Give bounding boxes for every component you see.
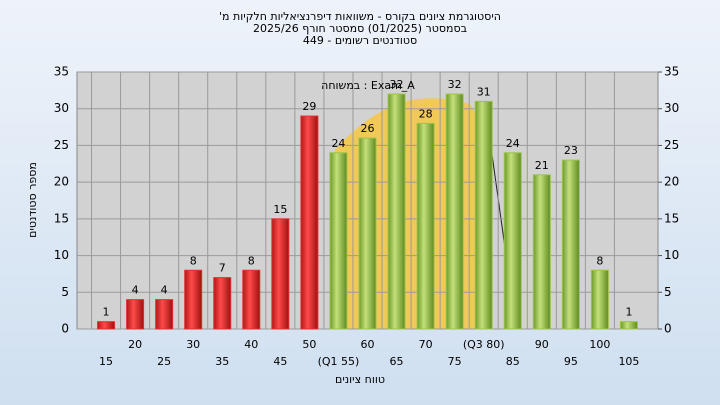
y2-tick-label: 30: [664, 101, 679, 115]
y-tick-label: 25: [54, 138, 69, 152]
x-tick-label: 40: [244, 338, 258, 351]
y-tick-label: 35: [54, 65, 69, 79]
data-label: 15: [273, 203, 287, 216]
chart-title: בסמסטר (01/2025) סמסטר חורף 2025/26: [253, 22, 467, 35]
x-tick-label: 50: [302, 338, 316, 351]
bar: [503, 152, 522, 330]
data-label: 26: [361, 122, 375, 135]
bar: [329, 152, 348, 330]
bar: [416, 122, 435, 330]
bar: [242, 269, 261, 330]
bar: [358, 137, 377, 330]
x-tick-label: 45: [273, 355, 287, 368]
y2-tick-label: 25: [664, 138, 679, 152]
data-label: 29: [302, 100, 316, 113]
y2-tick-label: 10: [664, 248, 679, 262]
x-tick-label: 100: [589, 338, 610, 351]
y2-tick-label: 0: [664, 322, 672, 336]
data-label: 32: [448, 78, 462, 91]
x-tick-label: 25: [157, 355, 171, 368]
data-label: 28: [419, 107, 433, 120]
y2-tick-label: 5: [664, 285, 672, 299]
x-tick-label: 65: [390, 355, 404, 368]
y-tick-label: 20: [54, 175, 69, 189]
bar: [271, 218, 290, 330]
data-label: 21: [535, 159, 549, 172]
data-label: 1: [103, 306, 110, 319]
bar: [213, 277, 232, 330]
bar: [619, 321, 638, 330]
bar: [184, 269, 203, 330]
data-label: 31: [477, 85, 491, 98]
bar: [590, 269, 609, 330]
y-tick-label: 0: [61, 322, 69, 336]
data-label: 8: [190, 254, 197, 267]
quartile-area: [335, 98, 490, 329]
bar: [445, 93, 464, 330]
x-tick-label: 95: [564, 355, 578, 368]
data-label: 32: [390, 78, 404, 91]
x-tick-label: 90: [535, 338, 549, 351]
y2-tick-label: 15: [664, 211, 679, 225]
y2-tick-label: 20: [664, 175, 679, 189]
x-tick-label: 70: [419, 338, 433, 351]
bar: [387, 93, 406, 330]
x-tick-label: 15: [99, 355, 113, 368]
bar: [474, 100, 493, 330]
chart-title: סטודנטים רשומים - 449: [303, 34, 417, 47]
data-label: 8: [248, 254, 255, 267]
x-tick-label: 75: [448, 355, 462, 368]
x-tick-label: 35: [215, 355, 229, 368]
y-tick-label: 15: [54, 211, 69, 225]
bar: [155, 299, 174, 330]
data-label: 24: [506, 137, 520, 150]
data-label: 24: [331, 137, 345, 150]
data-label: 23: [564, 144, 578, 157]
bar: [97, 321, 116, 330]
x-tick-label: 60: [361, 338, 375, 351]
bar: [561, 159, 580, 330]
bar: [300, 115, 319, 330]
data-label: 4: [132, 284, 139, 297]
y-tick-label: 10: [54, 248, 69, 262]
annotation: במשוחה : Exam_A: [321, 79, 415, 92]
data-label: 4: [161, 284, 168, 297]
y-tick-label: 30: [54, 101, 69, 115]
data-label: 7: [219, 262, 226, 275]
y2-tick-label: 35: [664, 65, 679, 79]
bar: [126, 299, 145, 330]
x-tick-label: 105: [618, 355, 639, 368]
data-label: 1: [625, 306, 632, 319]
data-label: 8: [596, 254, 603, 267]
x-tick-label: 30: [186, 338, 200, 351]
y-axis-label: מספר סטודנטים: [26, 162, 39, 238]
y-tick-label: 5: [61, 285, 69, 299]
x-tick-label: (Q1 55): [318, 355, 360, 368]
x-tick-label: 85: [506, 355, 520, 368]
bar: [532, 174, 551, 330]
x-axis-label: טווח ציונים: [335, 373, 385, 386]
x-tick-label: 20: [128, 338, 142, 351]
chart-title: היסטוגרמת ציונים בקורס - משוואות דיפרנצי…: [219, 10, 501, 23]
x-tick-label: (Q3 80): [463, 338, 505, 351]
